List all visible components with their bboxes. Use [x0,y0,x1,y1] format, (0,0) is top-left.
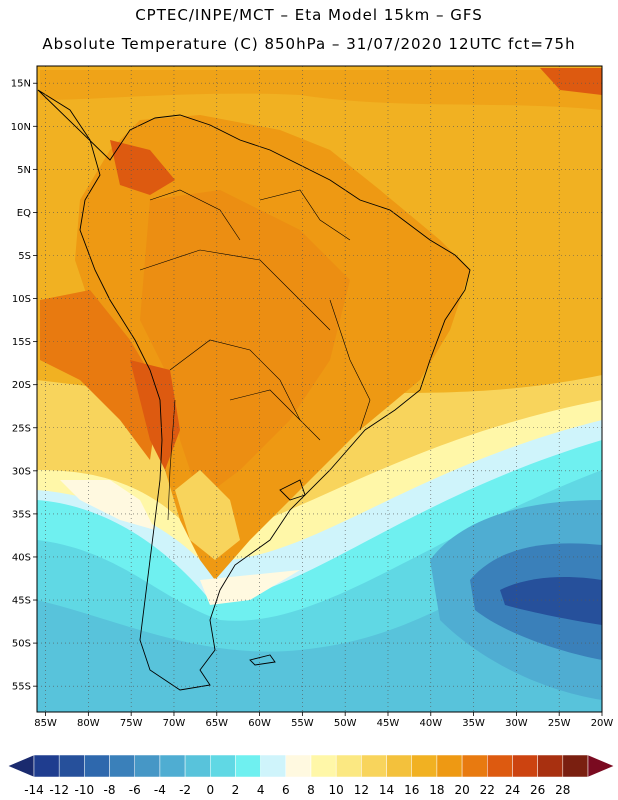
colorbar-swatch [512,754,538,778]
colorbar-label: -8 [104,783,116,797]
lon-tick-label: 70W [163,718,186,729]
lon-tick-label: 45W [377,718,400,729]
colorbar-swatch [361,754,387,778]
colorbar-low-arrow [7,754,35,778]
lat-tick-label: 25S [12,423,31,434]
colorbar-label: 26 [530,783,545,797]
colorbar-label: 10 [329,783,344,797]
colorbar-label: -6 [129,783,141,797]
lat-tick-label: 10S [12,294,31,305]
colorbar-swatch [109,754,135,778]
colorbar-label: 6 [282,783,290,797]
colorbar-swatch [487,754,513,778]
colorbar-label: 20 [454,783,469,797]
title-line-1: CPTEC/INPE/MCT – Eta Model 15km – GFS [135,6,483,24]
colorbar-label: -10 [75,783,95,797]
title-line-2: Absolute Temperature (C) 850hPa – 31/07/… [42,35,576,53]
lon-tick-label: 20W [591,718,614,729]
country-borders [139,189,371,521]
colorbar: -14 -12 -10 -8 -6 -4 -2 0 2 4 6 8 10 12 14 16 18 20 22 24 26… [7,754,615,797]
lat-tick-label: 40S [12,552,31,563]
colorbar-label: 22 [480,783,495,797]
lat-tick-label: 45S [12,596,31,607]
lat-tick-label: 55S [12,682,31,693]
coastline [37,89,471,691]
lat-tick-label: 50S [12,639,31,650]
colorbar-swatch [260,754,287,778]
lat-tick-label: 5N [17,165,31,176]
colorbar-label: 14 [379,783,394,797]
lon-tick-label: 25W [548,718,571,729]
colorbar-swatch [386,754,412,778]
colorbar-high-arrow [587,754,615,778]
lat-tick-label: 35S [12,509,31,520]
lon-tick-label: 30W [505,718,528,729]
colorbar-label: 28 [555,783,570,797]
lon-tick-label: 65W [205,718,228,729]
map-frame [36,65,603,713]
lat-tick-label: 15S [12,337,31,348]
lon-tick-label: 60W [248,718,271,729]
colorbar-label: 16 [404,783,419,797]
map-axes: 85W 80W 75W 70W 65W 60W 55W 50W 45W 40W 35W 30W 25W 2… [11,79,614,729]
colorbar-label: 18 [429,783,444,797]
colorbar-label: 4 [257,783,265,797]
colorbar-swatch [58,754,85,778]
colorbar-swatch [310,754,337,778]
lon-tick-label: 35W [462,718,485,729]
lat-tick-label: 20S [12,380,31,391]
lat-tick-label: 5S [18,251,31,262]
colorbar-label: -12 [49,783,69,797]
colorbar-label: 12 [354,783,369,797]
lon-tick-label: 75W [120,718,143,729]
colorbar-swatch [84,754,110,778]
colorbar-label: -2 [179,783,191,797]
colorbar-swatch [235,754,261,778]
colorbar-swatch [134,754,161,778]
lat-tick-label: EQ [17,208,31,219]
lon-tick-label: 55W [291,718,314,729]
colorbar-swatch [436,754,463,778]
lon-tick-label: 80W [77,718,100,729]
colorbar-swatch [285,754,312,778]
colorbar-label: 0 [206,783,214,797]
colorbar-label: -14 [24,783,44,797]
colorbar-swatch [159,754,186,778]
lon-tick-label: 40W [419,718,442,729]
colorbar-swatch [411,754,438,778]
colorbar-label: -4 [154,783,166,797]
colorbar-swatch [562,754,589,778]
lon-tick-label: 85W [34,718,57,729]
lon-tick-label: 50W [334,718,357,729]
colorbar-label: 24 [505,783,520,797]
lat-tick-label: 15N [11,79,31,90]
lat-tick-label: 10N [11,122,31,133]
colorbar-swatch [537,754,564,778]
temperature-field [37,66,602,712]
colorbar-label: 2 [232,783,240,797]
colorbar-swatch [210,754,236,778]
colorbar-swatch [33,754,60,778]
lat-tick-label: 30S [12,466,31,477]
colorbar-swatch [184,754,211,778]
colorbar-swatch [461,754,488,778]
colorbar-swatch [335,754,362,778]
colorbar-label: 8 [307,783,315,797]
